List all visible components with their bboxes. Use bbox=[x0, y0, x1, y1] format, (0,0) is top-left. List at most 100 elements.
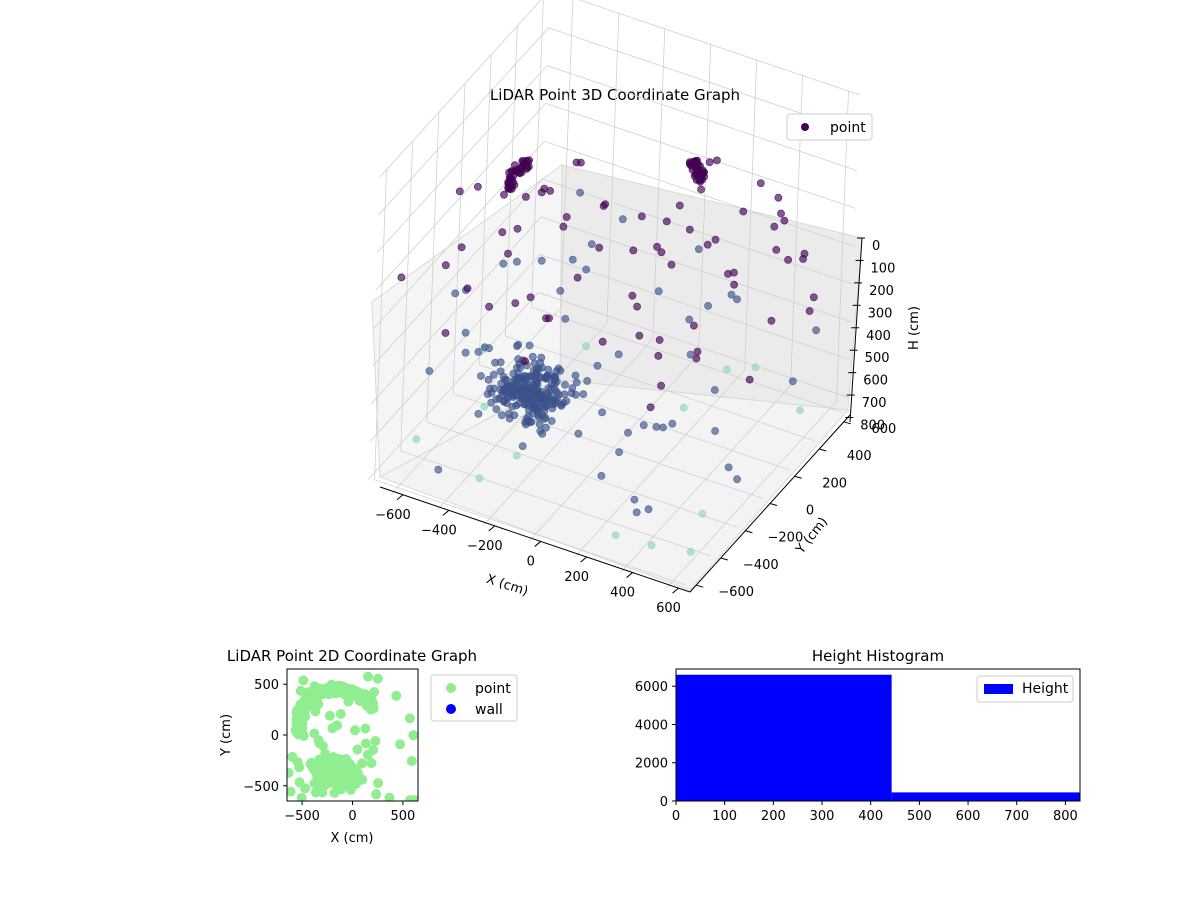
z-axis-line bbox=[849, 237, 863, 423]
chart-2d-title: LiDAR Point 2D Coordinate Graph bbox=[227, 647, 477, 665]
grid-line-y bbox=[400, 450, 711, 557]
point-2d bbox=[312, 771, 323, 782]
grid-line-y bbox=[452, 393, 764, 499]
x-tick-3d bbox=[672, 587, 679, 594]
histogram-title: Height Histogram bbox=[812, 647, 944, 665]
point-3d bbox=[582, 342, 591, 351]
point-3d bbox=[492, 395, 501, 404]
x-axis-label-2d: X (cm) bbox=[331, 831, 374, 846]
point-3d bbox=[412, 435, 421, 444]
legend-2d-label-wall: wall bbox=[475, 702, 503, 718]
point-3d bbox=[461, 328, 470, 337]
x-tick-label-3d: 200 bbox=[564, 570, 589, 585]
z-tick-label-3d: 200 bbox=[869, 284, 894, 299]
point-2d bbox=[303, 687, 314, 698]
point-3d bbox=[667, 260, 676, 269]
point-3d bbox=[805, 307, 814, 315]
point-2d bbox=[363, 671, 373, 682]
hist-x-tick-label: 200 bbox=[761, 809, 786, 824]
legend-2d: point wall bbox=[430, 674, 518, 722]
point-3d bbox=[686, 350, 695, 359]
point-3d bbox=[557, 400, 565, 409]
point-3d bbox=[561, 380, 569, 389]
point-2d bbox=[404, 713, 415, 724]
point-3d bbox=[504, 383, 512, 392]
grid-line-x-back bbox=[560, 0, 574, 308]
point-3d bbox=[544, 365, 553, 374]
x-tick-label-3d: −200 bbox=[467, 539, 503, 554]
point-3d bbox=[518, 442, 527, 450]
point-3d bbox=[597, 471, 606, 480]
point-3d bbox=[511, 299, 520, 307]
point-3d bbox=[655, 336, 664, 344]
point-3d bbox=[630, 495, 639, 504]
point-2d bbox=[295, 699, 306, 710]
point-3d bbox=[475, 474, 484, 483]
point-3d bbox=[513, 363, 521, 372]
point-3d bbox=[777, 209, 785, 218]
point-3d bbox=[657, 381, 665, 390]
chart-histogram: Height Histogram 0 100 200 300 400 500 600 700 8… bbox=[635, 647, 1081, 824]
point-2d bbox=[309, 728, 320, 739]
legend-histogram: Height bbox=[976, 675, 1074, 703]
point-3d bbox=[457, 243, 466, 252]
y-tick-3d bbox=[769, 503, 778, 506]
point-2d bbox=[310, 706, 321, 717]
point-3d bbox=[441, 261, 450, 270]
point-2d bbox=[371, 789, 382, 800]
histogram-bar bbox=[676, 674, 892, 801]
hist-x-tick-label: 0 bbox=[672, 809, 680, 824]
point-3d bbox=[733, 475, 741, 484]
point-2d bbox=[329, 787, 340, 798]
point-2d bbox=[334, 683, 345, 694]
point-3d bbox=[522, 156, 531, 165]
point-3d bbox=[500, 190, 508, 199]
point-3d bbox=[540, 184, 549, 193]
point-3d bbox=[654, 287, 663, 296]
point-3d bbox=[550, 379, 559, 388]
grid-line-h-side bbox=[372, 178, 543, 367]
x-tick-label-2d: −500 bbox=[284, 809, 320, 824]
point-3d bbox=[711, 427, 719, 435]
point-2d bbox=[298, 675, 309, 686]
point-3d bbox=[675, 201, 684, 210]
z-tick-label-3d: 700 bbox=[862, 396, 887, 411]
x-axis-line bbox=[379, 486, 691, 593]
x-tick-label-3d: 400 bbox=[610, 586, 635, 601]
point-3d bbox=[593, 361, 602, 370]
point-3d bbox=[598, 337, 607, 346]
z-axis-label-3d: H (cm) bbox=[907, 306, 922, 350]
point-2d bbox=[369, 687, 380, 698]
point-3d bbox=[694, 245, 703, 253]
x-tick-label-3d: −600 bbox=[375, 508, 411, 523]
point-3d bbox=[544, 384, 553, 392]
point-3d bbox=[474, 409, 483, 418]
point-2d bbox=[408, 730, 418, 741]
point-3d bbox=[692, 354, 701, 363]
point-3d bbox=[685, 315, 694, 324]
grid-line-x-back bbox=[836, 91, 849, 402]
point-3d bbox=[652, 422, 661, 431]
point-3d bbox=[713, 156, 721, 165]
chart-2d: LiDAR Point 2D Coordinate Graph −500−500… bbox=[219, 647, 518, 846]
legend-histogram-label: Height bbox=[1022, 681, 1069, 697]
point-3d bbox=[784, 255, 792, 264]
point-3d bbox=[546, 391, 554, 400]
point-3d bbox=[579, 390, 588, 398]
grid-line-h-back bbox=[545, 103, 856, 209]
y-axis-label-2d: Y (cm) bbox=[219, 714, 234, 757]
point-3d bbox=[572, 158, 581, 167]
legend-histogram-swatch bbox=[984, 684, 1013, 694]
point-3d bbox=[711, 235, 720, 244]
point-3d bbox=[780, 216, 789, 225]
point-3d bbox=[629, 246, 638, 255]
point-3d bbox=[520, 386, 528, 395]
point-2d bbox=[306, 757, 317, 768]
hist-y-tick-label: 2000 bbox=[635, 757, 668, 772]
point-2d bbox=[373, 778, 384, 788]
point-3d bbox=[537, 256, 546, 265]
legend-2d-label-point: point bbox=[475, 681, 511, 697]
point-3d bbox=[434, 465, 443, 474]
point-3d bbox=[697, 185, 705, 194]
point-2d bbox=[391, 690, 402, 701]
